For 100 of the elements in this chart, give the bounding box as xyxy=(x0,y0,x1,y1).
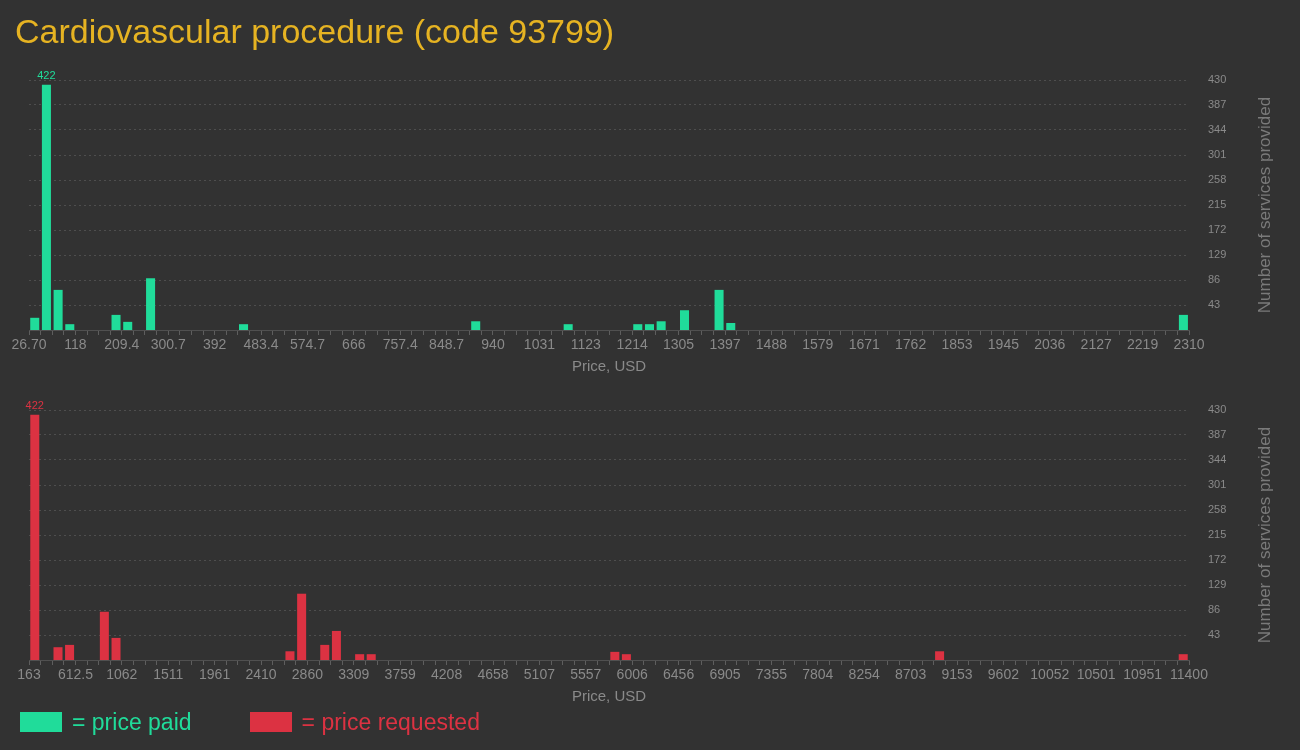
x-tick-label: 1511 xyxy=(153,666,184,683)
y-tick-label: 301 xyxy=(1208,478,1227,491)
y-tick-label: 344 xyxy=(1208,123,1227,136)
bar xyxy=(1178,654,1188,660)
bar xyxy=(111,314,121,330)
x-tick-label: 940 xyxy=(481,336,505,353)
bar xyxy=(471,321,481,330)
x-tick-label: 2127 xyxy=(1080,336,1112,353)
y-tick-label: 172 xyxy=(1208,553,1227,566)
x-tick-label: 1762 xyxy=(895,336,927,353)
bar xyxy=(331,630,341,660)
x-tick-label: 6456 xyxy=(663,666,695,683)
x-tick-label: 300.7 xyxy=(150,336,186,353)
y-tick-label: 430 xyxy=(1208,73,1227,86)
data-label: 422 xyxy=(25,399,44,412)
x-tick-label: 1671 xyxy=(848,336,880,353)
bar xyxy=(621,654,631,660)
bar xyxy=(285,651,295,660)
y-tick-label: 387 xyxy=(1208,428,1227,441)
bar xyxy=(680,310,690,330)
bar xyxy=(53,289,63,330)
y-tick-label: 129 xyxy=(1208,248,1227,261)
x-tick-label: 2219 xyxy=(1127,336,1159,353)
y-tick-label: 43 xyxy=(1208,298,1221,311)
bar xyxy=(41,84,51,330)
x-tick-label: 26.70 xyxy=(11,336,47,353)
y-tick-label: 430 xyxy=(1208,403,1227,416)
x-tick-label: 392 xyxy=(202,336,227,353)
x-tick-label: 574.7 xyxy=(289,336,326,353)
bar xyxy=(610,651,620,660)
x-tick-label: 1123 xyxy=(570,336,602,353)
bar xyxy=(297,593,307,660)
y-tick-label: 344 xyxy=(1208,453,1227,466)
x-tick-label: 2860 xyxy=(291,666,324,683)
legend-label: = price paid xyxy=(72,709,192,735)
x-tick-label: 10951 xyxy=(1123,666,1163,683)
y-tick-label: 258 xyxy=(1208,173,1227,186)
bar xyxy=(366,654,376,660)
y-tick-label: 301 xyxy=(1208,148,1227,161)
bar xyxy=(320,644,330,660)
x-tick-label: 1062 xyxy=(106,666,138,683)
x-tick-label: 6006 xyxy=(616,666,648,683)
y-tick-label: 387 xyxy=(1208,98,1227,111)
bar xyxy=(123,321,133,330)
x-tick-label: 9153 xyxy=(941,666,973,683)
bar xyxy=(644,324,654,330)
x-tick-label: 1961 xyxy=(199,666,231,683)
bar xyxy=(30,414,40,660)
x-tick-label: 7804 xyxy=(802,666,834,683)
x-tick-label: 10052 xyxy=(1030,666,1070,683)
bar xyxy=(65,324,75,330)
bar xyxy=(563,324,573,330)
y-axis-title: Number of services provided xyxy=(1254,96,1274,314)
x-tick-label: 5107 xyxy=(523,666,556,683)
x-tick-label: 666 xyxy=(342,336,366,353)
x-tick-label: 10501 xyxy=(1076,666,1116,683)
bar xyxy=(935,651,945,660)
chart-title: Cardiovascular procedure (code 93799) xyxy=(15,12,615,50)
x-tick-label: 757.4 xyxy=(382,336,418,353)
bar xyxy=(239,324,249,330)
x-tick-label: 1214 xyxy=(616,336,648,353)
x-tick-label: 612.5 xyxy=(57,666,94,683)
x-tick-label: 483.4 xyxy=(243,336,279,353)
bar xyxy=(656,321,666,330)
x-tick-label: 1305 xyxy=(663,336,695,353)
data-label: 422 xyxy=(37,69,56,82)
x-tick-label: 1397 xyxy=(709,336,741,353)
y-tick-label: 258 xyxy=(1208,503,1227,516)
y-tick-label: 215 xyxy=(1208,198,1227,211)
x-tick-label: 7355 xyxy=(755,666,788,683)
y-tick-label: 129 xyxy=(1208,578,1227,591)
x-axis-title: Price, USD xyxy=(571,687,647,705)
x-tick-label: 1853 xyxy=(941,336,973,353)
bar xyxy=(30,317,40,330)
x-tick-label: 4658 xyxy=(477,666,509,683)
x-tick-label: 1945 xyxy=(987,336,1020,353)
x-tick-label: 1579 xyxy=(802,336,834,353)
bar xyxy=(146,278,156,330)
y-tick-label: 215 xyxy=(1208,528,1227,541)
legend-label: = price requested xyxy=(301,709,480,735)
bar xyxy=(1178,314,1188,330)
x-tick-label: 163 xyxy=(17,666,41,683)
x-tick-label: 8254 xyxy=(848,666,880,683)
x-tick-label: 5557 xyxy=(570,666,602,683)
bar xyxy=(633,324,643,330)
x-tick-label: 3759 xyxy=(384,666,416,683)
x-axis-title: Price, USD xyxy=(571,357,647,375)
y-tick-label: 43 xyxy=(1208,628,1221,641)
y-tick-label: 86 xyxy=(1208,273,1221,286)
x-tick-label: 11400 xyxy=(1170,666,1209,683)
bar xyxy=(714,289,724,330)
x-tick-label: 8703 xyxy=(895,666,927,683)
x-tick-label: 2410 xyxy=(245,666,277,683)
bar xyxy=(99,611,109,660)
bar xyxy=(111,637,121,660)
y-tick-label: 172 xyxy=(1208,223,1227,236)
x-tick-label: 2036 xyxy=(1034,336,1066,353)
bar xyxy=(53,647,63,660)
x-tick-label: 1031 xyxy=(523,336,556,353)
x-tick-label: 6905 xyxy=(709,666,741,683)
